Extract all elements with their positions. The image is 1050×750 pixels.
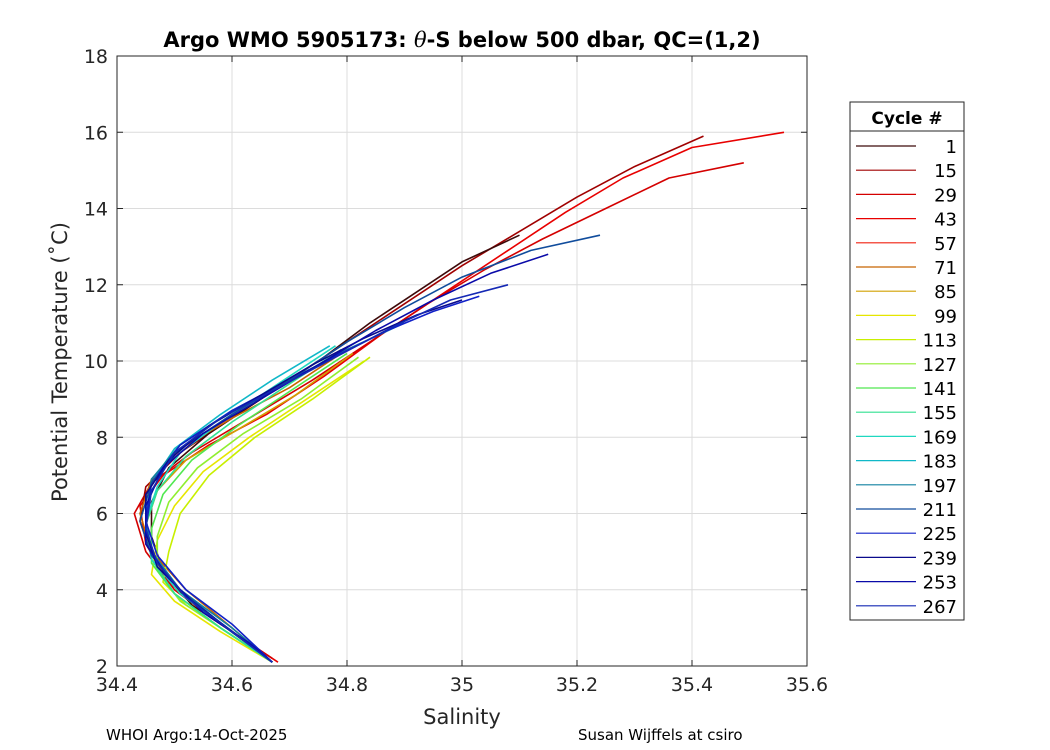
legend-label: 239 [923, 548, 957, 569]
x-tick-label: 35.4 [671, 674, 713, 696]
legend-label: 267 [923, 597, 957, 618]
y-tick-label: 2 [96, 656, 108, 678]
y-tick-label: 8 [96, 427, 108, 449]
legend-label: 169 [923, 427, 957, 448]
y-tick-label: 16 [84, 122, 108, 144]
legend-label: 57 [934, 234, 957, 255]
x-tick-label: 34.4 [96, 674, 138, 696]
legend-title: Cycle # [871, 109, 942, 129]
x-tick-label: 35 [450, 674, 474, 696]
legend-label: 1 [946, 137, 957, 158]
axis-ticks: 34.4 34.6 34.8 35 35.2 35.4 35.6 2 4 6 8 10 12 14 16 18 [84, 46, 828, 696]
legend-label: 197 [923, 476, 957, 497]
legend-label: 85 [934, 282, 957, 303]
legend-label: 15 [934, 161, 957, 182]
profile-line [145, 348, 342, 663]
x-tick-label: 34.8 [326, 674, 368, 696]
x-tick-label: 34.6 [211, 674, 253, 696]
x-tick-label: 35.2 [556, 674, 598, 696]
legend-label: 155 [923, 403, 957, 424]
profile-line [150, 360, 365, 663]
profile-lines [133, 131, 785, 663]
x-axis-label: Salinity [423, 705, 501, 729]
legend-label: 183 [923, 452, 957, 473]
title-prefix: Argo WMO 5905173: [163, 28, 414, 52]
y-tick-label: 10 [84, 351, 108, 373]
legend-label: 99 [934, 306, 957, 327]
legend-label: 113 [923, 331, 957, 352]
footer-credit-left: WHOI Argo:14-Oct-2025 [106, 726, 288, 744]
profile-line [145, 284, 509, 663]
y-tick-label: 12 [84, 275, 108, 297]
title-suffix: -S below 500 dbar, QC=(1,2) [427, 28, 761, 52]
legend-label: 71 [934, 258, 957, 279]
legend-label: 141 [923, 379, 957, 400]
legend-label: 127 [923, 355, 957, 376]
legend-label: 43 [934, 210, 957, 231]
y-tick-label: 6 [96, 504, 108, 526]
y-axis-label: Potential Temperature (˚C) [48, 222, 72, 502]
y-tick-label: 14 [84, 199, 108, 221]
legend: Cycle # 1 15 29 43 57 71 85 99 113 127 141 155 169 18… [849, 101, 965, 621]
y-tick-label: 4 [96, 580, 108, 602]
legend-label: 253 [923, 573, 957, 594]
legend-items: 1 15 29 43 57 71 85 99 113 127 141 155 169 183 197 211 2… [856, 137, 957, 618]
legend-label: 29 [934, 185, 957, 206]
footer-credit-right: Susan Wijffels at csiro [578, 726, 743, 744]
title-theta-symbol: θ [414, 28, 427, 52]
legend-label: 211 [923, 500, 957, 521]
y-tick-label: 18 [84, 46, 108, 68]
profile-line [156, 356, 359, 663]
x-tick-label: 35.6 [786, 674, 828, 696]
chart-title: Argo WMO 5905173: θ-S below 500 dbar, QC… [163, 28, 760, 52]
legend-label: 225 [923, 524, 957, 545]
